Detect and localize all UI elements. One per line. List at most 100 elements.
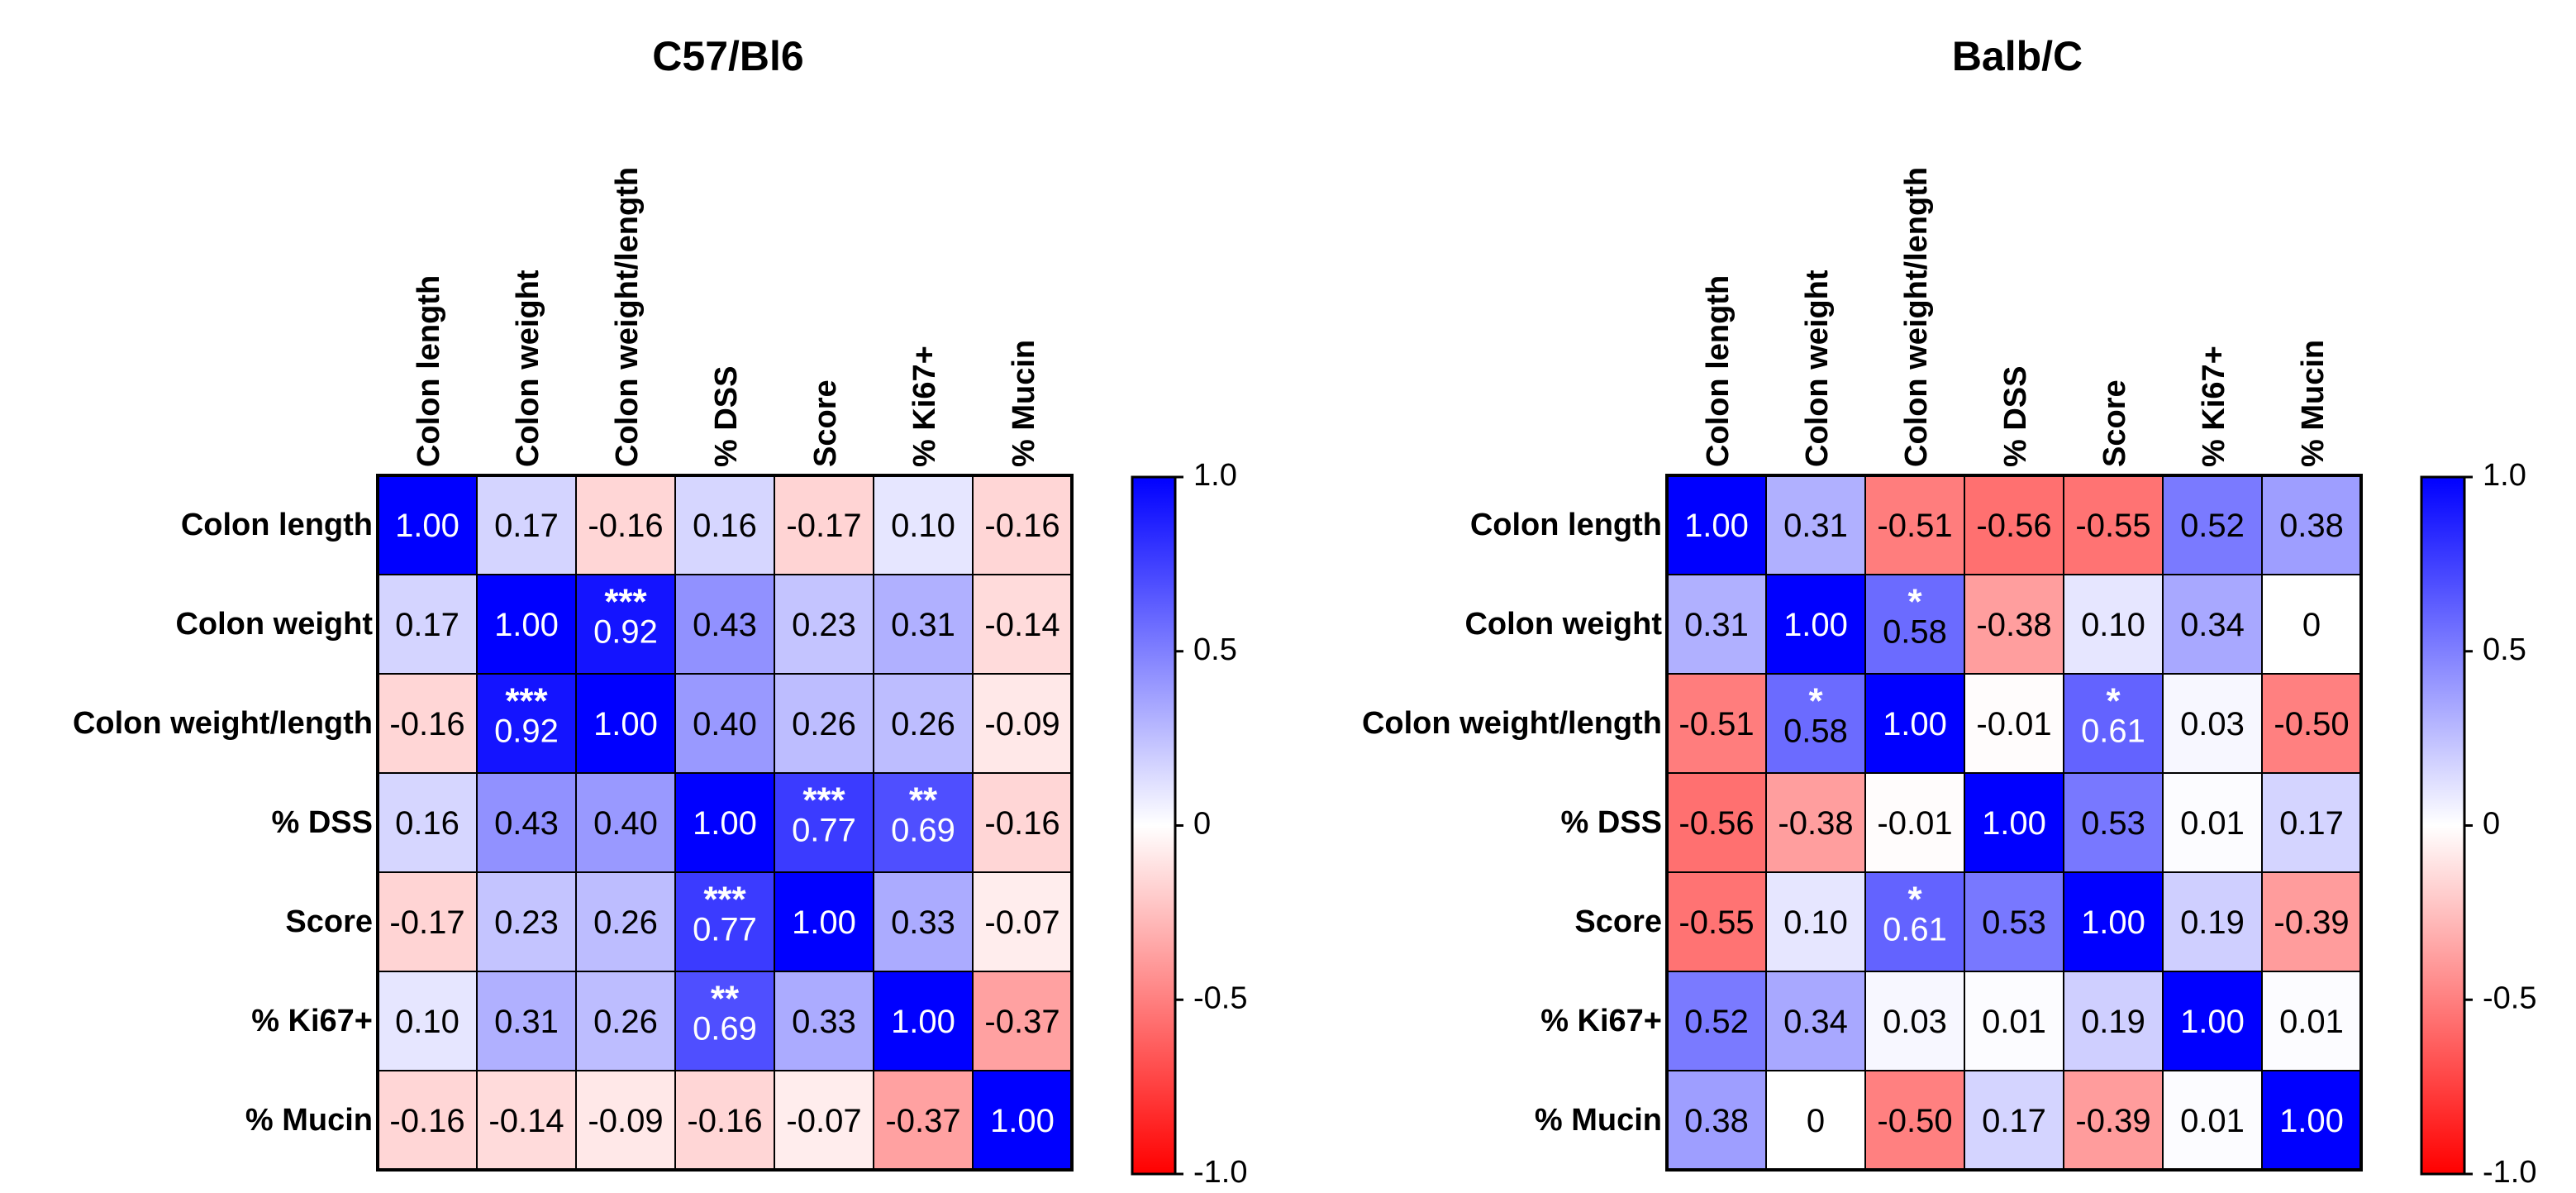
heatmap-cell	[973, 1071, 1072, 1170]
cell-value-label: 0.40	[693, 706, 757, 742]
cell-value-label: 0.23	[494, 904, 559, 941]
cell-value-label: 0.17	[2279, 805, 2344, 842]
chart-title: Balb/C	[1952, 33, 2083, 79]
cell-value-label: -0.17	[786, 508, 861, 544]
cell-value-label: 0.01	[2180, 1103, 2245, 1139]
heatmap-cell	[477, 773, 576, 872]
heatmap-cell	[1667, 872, 1766, 971]
heatmap-cell	[2163, 475, 2262, 575]
heatmap-cell	[1865, 674, 1964, 773]
heatmap-cell	[973, 872, 1072, 971]
heatmap-cell	[2262, 971, 2361, 1071]
row-label-pct-mucin: % Mucin	[245, 1103, 373, 1138]
cell-value-label: 1.00	[2180, 1004, 2245, 1040]
row-label-score: Score	[285, 904, 373, 939]
heatmap-cell	[1667, 1071, 1766, 1170]
heatmap-cell	[675, 475, 774, 575]
cell-value-label: -0.55	[2075, 508, 2150, 544]
column-label-pct-ki67: % Ki67+	[2197, 346, 2231, 467]
heatmap-border	[1665, 474, 2363, 1172]
cell-value-label: 0.61	[1883, 912, 1947, 948]
colorbar-tick-label: 1.0	[1193, 458, 1237, 493]
cell-value-label: -0.55	[1678, 904, 1754, 941]
row-label-colon-weight-length: Colon weight/length	[1362, 706, 1662, 741]
colorbar	[2420, 475, 2466, 1176]
heatmap-cell	[378, 1071, 477, 1170]
cell-value-label: 1.00	[792, 904, 856, 941]
heatmap-cell	[378, 475, 477, 575]
column-label-score: Score	[2097, 379, 2132, 467]
cell-value-label: 0.40	[593, 805, 658, 842]
cell-value-label: -0.09	[984, 706, 1059, 742]
cell-value-label: -0.16	[984, 508, 1059, 544]
colorbar-tick-label: 0	[2483, 807, 2500, 842]
significance-marker: ***	[802, 780, 845, 821]
cell-value-label: 0.33	[891, 904, 955, 941]
colorbar-tick-label: -0.5	[1193, 981, 1247, 1015]
cell-value-label: 1.00	[395, 508, 459, 544]
heatmap-cell	[378, 773, 477, 872]
row-label-score: Score	[1574, 904, 1662, 939]
row-label-colon-weight: Colon weight	[1464, 607, 1662, 642]
column-label-pct-mucin: % Mucin	[2296, 340, 2331, 467]
heatmap-cell	[1964, 475, 2064, 575]
cell-value-label: 0.10	[1783, 904, 1848, 941]
heatmap-cell	[1766, 1071, 1865, 1170]
heatmap-cell	[1667, 773, 1766, 872]
heatmap-cell	[1865, 575, 1964, 674]
row-label-pct-mucin: % Mucin	[1535, 1103, 1662, 1138]
heatmap-cell	[2064, 1071, 2163, 1170]
cell-value-label: 0.31	[891, 607, 955, 643]
row-label-pct-dss: % DSS	[272, 805, 373, 840]
column-label-score: Score	[808, 379, 843, 467]
significance-marker: ***	[505, 681, 548, 722]
heatmap-cell	[874, 971, 973, 1071]
heatmap-cell	[2163, 773, 2262, 872]
cell-value-label: 0.34	[1783, 1004, 1848, 1040]
cell-value-label: 0.69	[693, 1011, 757, 1047]
cell-value-label: 0.01	[2180, 805, 2245, 842]
cell-value-label: -0.38	[1976, 607, 2051, 643]
cell-value-label: -0.07	[786, 1103, 861, 1139]
heatmap-cell	[1766, 475, 1865, 575]
heatmap-cell	[774, 475, 874, 575]
heatmap-cell	[1865, 971, 1964, 1071]
chart-title: C57/Bl6	[652, 33, 803, 79]
heatmap-cell	[477, 575, 576, 674]
cell-value-label: 0.52	[2180, 508, 2245, 544]
column-label-pct-mucin: % Mucin	[1007, 340, 1041, 467]
significance-marker: *	[1907, 880, 1922, 920]
heatmap-cell	[973, 773, 1072, 872]
cell-value-label: -0.16	[687, 1103, 762, 1139]
cell-value-label: 0.38	[2279, 508, 2344, 544]
cell-value-label: 1.00	[1982, 805, 2046, 842]
heatmap-cell	[1964, 674, 2064, 773]
heatmap-cell	[2163, 971, 2262, 1071]
heatmap-cell	[675, 575, 774, 674]
cell-value-label: 0.34	[2180, 607, 2245, 643]
heatmap-cell	[2064, 475, 2163, 575]
cell-value-label: 0.26	[593, 1004, 658, 1040]
colorbar	[1131, 475, 1177, 1176]
heatmap-cell	[774, 971, 874, 1071]
cell-value-label: -0.38	[1778, 805, 1853, 842]
cell-value-label: 0.10	[891, 508, 955, 544]
cell-value-label: 0.01	[2279, 1004, 2344, 1040]
cell-value-label: 1.00	[1684, 508, 1749, 544]
column-label-colon-weight: Colon weight	[1800, 270, 1835, 467]
cell-value-label: 0.58	[1883, 614, 1947, 651]
heatmap-cell	[2262, 475, 2361, 575]
heatmap-cell	[1964, 872, 2064, 971]
heatmap-cell	[576, 575, 675, 674]
heatmap-cell	[1766, 971, 1865, 1071]
cell-value-label: 0.26	[792, 706, 856, 742]
heatmap-cell	[1667, 475, 1766, 575]
cell-value-label: 0.26	[593, 904, 658, 941]
cell-value-label: -0.16	[984, 805, 1059, 842]
cell-value-label: 0.03	[2180, 706, 2245, 742]
significance-marker: *	[1808, 681, 1823, 722]
cell-value-label: -0.16	[389, 706, 464, 742]
cell-value-label: 0.10	[2081, 607, 2145, 643]
cell-value-label: 0.01	[1982, 1004, 2046, 1040]
